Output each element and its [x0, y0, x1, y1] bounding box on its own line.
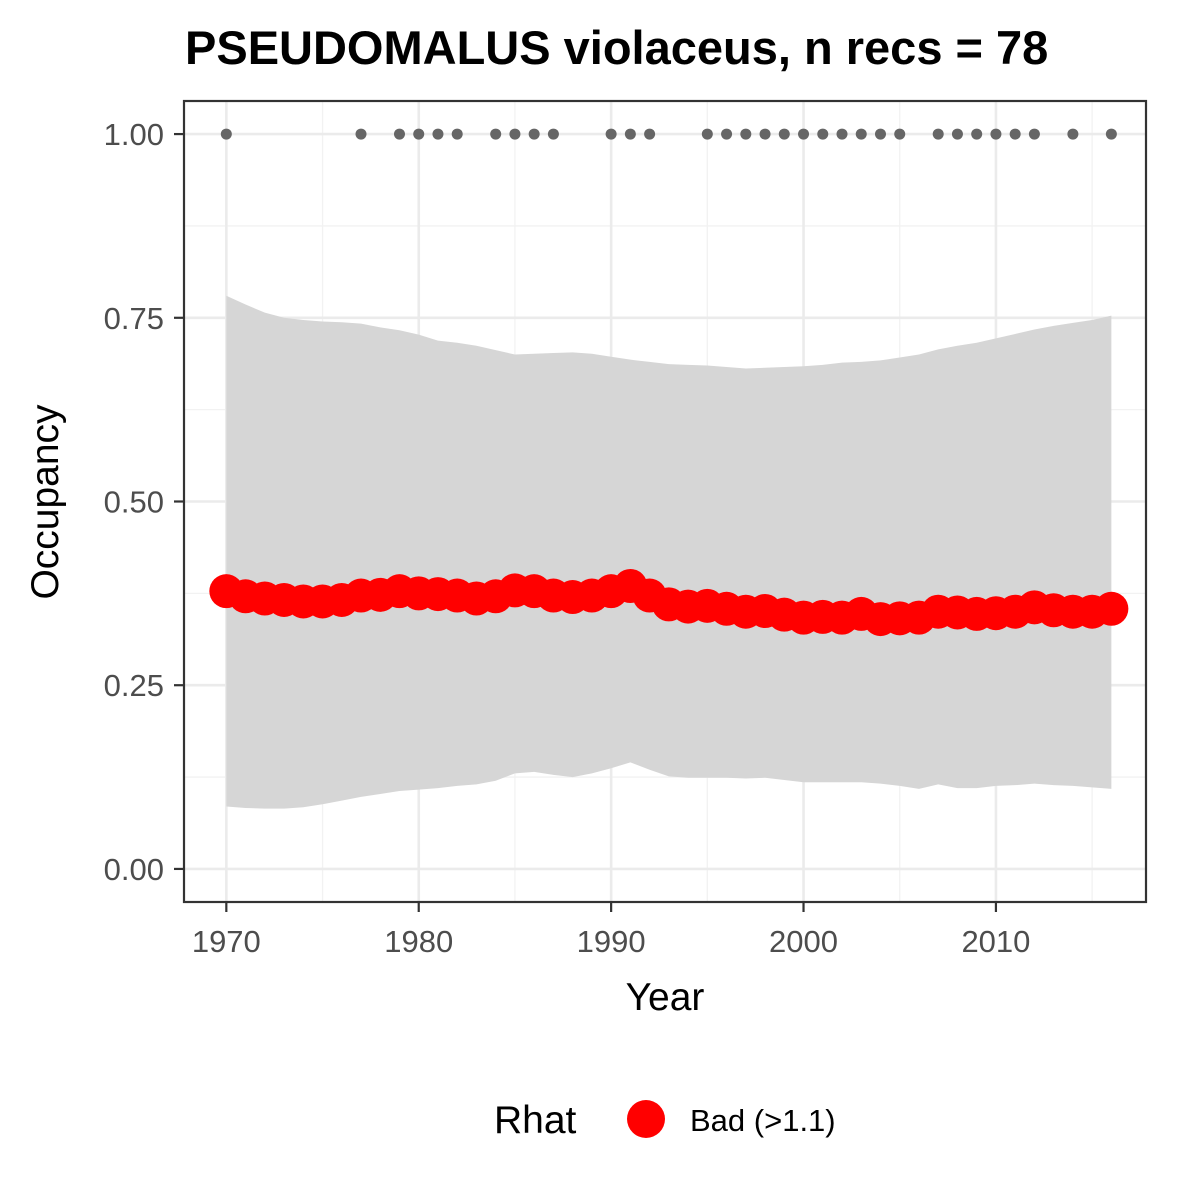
detection-point [721, 128, 733, 140]
detection-point [951, 128, 963, 140]
x-tick-label: 2010 [961, 924, 1030, 959]
detection-point [817, 128, 829, 140]
detection-point [393, 128, 405, 140]
detection-point [932, 128, 944, 140]
confidence-ribbon-layer [226, 295, 1112, 809]
y-tick-label: 1.00 [104, 117, 164, 152]
y-tick-label: 0.25 [104, 668, 164, 703]
detection-point [874, 128, 886, 140]
x-tick-label: 2000 [769, 924, 838, 959]
y-axis: 0.00 0.25 0.50 0.75 1.00 [104, 117, 184, 887]
chart-title: PSEUDOMALUS violaceus, n recs = 78 [185, 21, 1048, 74]
legend-title: Rhat [494, 1099, 577, 1142]
detection-point [624, 128, 636, 140]
detection-point [971, 128, 983, 140]
detection-point [490, 128, 502, 140]
confidence-ribbon [226, 295, 1112, 809]
legend-key-bad-rhat [627, 1100, 665, 1138]
detection-point [894, 128, 906, 140]
detection-point [509, 128, 521, 140]
y-axis-title: Occupancy [24, 404, 67, 600]
detection-point [759, 128, 771, 140]
x-axis-title: Year [626, 976, 705, 1019]
detection-point [778, 128, 790, 140]
detection-point [740, 128, 752, 140]
detection-point [701, 128, 713, 140]
detection-points [220, 128, 1117, 140]
y-tick-label: 0.75 [104, 301, 164, 336]
detection-point [451, 128, 463, 140]
detection-point [836, 128, 848, 140]
detection-point [528, 128, 540, 140]
detection-point [798, 128, 810, 140]
detection-point [432, 128, 444, 140]
detection-point [547, 128, 559, 140]
x-tick-label: 1980 [384, 924, 453, 959]
x-axis: 1970 1980 1990 2000 2010 [192, 902, 1030, 959]
x-tick-label: 1990 [577, 924, 646, 959]
x-tick-label: 1970 [192, 924, 261, 959]
detection-point [855, 128, 867, 140]
detection-point [1105, 128, 1117, 140]
legend: Rhat Bad (>1.1) [494, 1099, 836, 1142]
detection-point [1067, 128, 1079, 140]
occupancy-point [1094, 591, 1129, 626]
detection-point [1009, 128, 1021, 140]
detection-point [990, 128, 1002, 140]
mean-occupancy-points [209, 569, 1129, 637]
legend-label-bad-rhat: Bad (>1.1) [690, 1103, 836, 1138]
detection-point [413, 128, 425, 140]
y-tick-label: 0.50 [104, 485, 164, 520]
detection-point [355, 128, 367, 140]
detection-point [1028, 128, 1040, 140]
detection-point [220, 128, 232, 140]
plot-panel [182, 99, 1148, 904]
detection-point [644, 128, 656, 140]
y-tick-label: 0.00 [104, 852, 164, 887]
detection-point [605, 128, 617, 140]
